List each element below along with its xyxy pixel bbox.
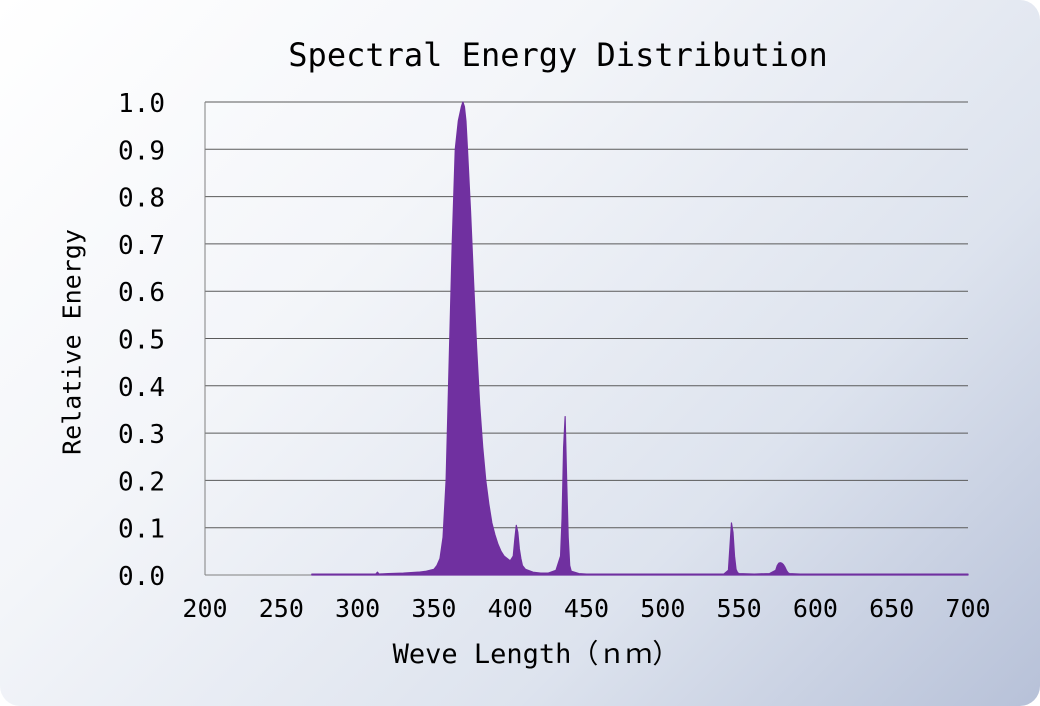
x-tick-label-9: 650 (869, 594, 914, 623)
spectrum-area (311, 101, 969, 576)
x-tick-label-0: 200 (182, 594, 227, 623)
y-tick-label-10: 1.0 (118, 89, 165, 119)
x-tick-label-4: 400 (488, 594, 533, 623)
x-tick-label-2: 300 (335, 594, 380, 623)
x-tick-label-1: 250 (259, 594, 304, 623)
x-tick-label-3: 350 (411, 594, 456, 623)
y-tick-label-0: 0.0 (118, 562, 165, 592)
y-tick-label-6: 0.6 (118, 278, 165, 308)
y-tick-label-3: 0.3 (118, 420, 165, 450)
x-tick-label-5: 450 (564, 594, 609, 623)
x-axis-label: Weve Length（ｎｍ） (392, 639, 680, 670)
y-tick-label-4: 0.4 (118, 373, 165, 403)
x-tick-label-10: 700 (945, 594, 990, 623)
y-tick-label-9: 0.9 (118, 136, 165, 166)
chart-title: Spectral Energy Distribution (288, 36, 828, 74)
y-tick-label-5: 0.5 (118, 326, 165, 356)
y-tick-label-2: 0.2 (118, 467, 165, 497)
x-tick-label-7: 550 (717, 594, 762, 623)
y-tick-label-7: 0.7 (118, 231, 165, 261)
x-tick-label-8: 600 (793, 594, 838, 623)
y-tick-label-8: 0.8 (118, 184, 165, 214)
y-tick-label-1: 0.1 (118, 515, 165, 545)
x-tick-label-6: 500 (640, 594, 685, 623)
